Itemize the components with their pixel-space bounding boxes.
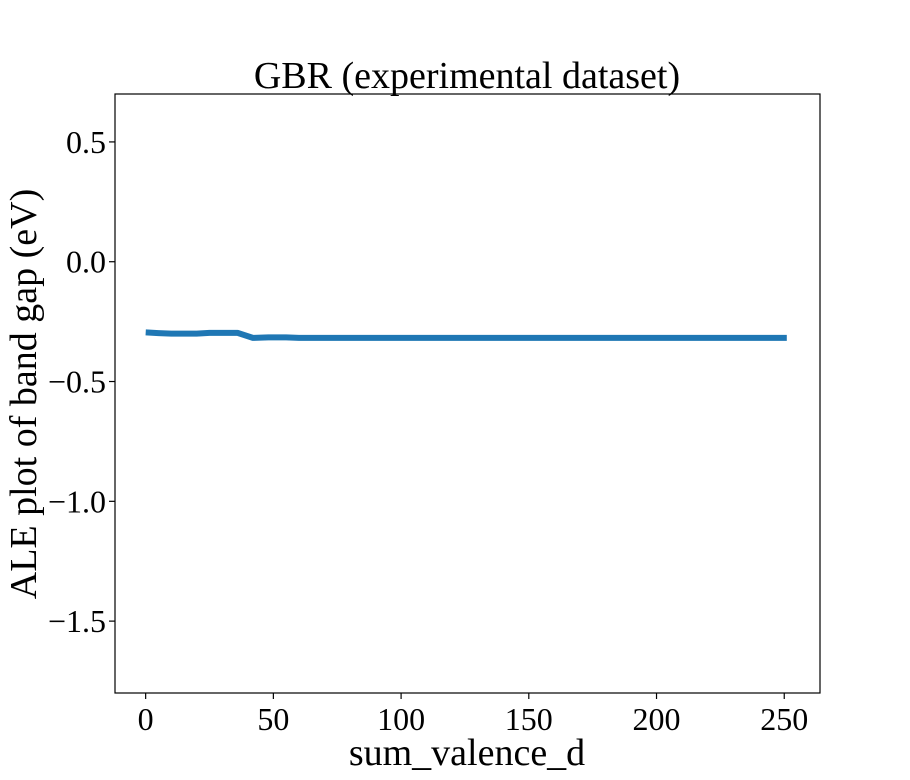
y-tick-label: 0.5 [66,124,106,160]
y-tick-label: −0.5 [48,364,106,400]
plot-area [114,93,821,694]
x-tick-label: 100 [377,701,425,737]
x-tick-label: 200 [633,701,681,737]
x-tick-label: 50 [257,701,289,737]
chart-title: GBR (experimental dataset) [254,55,680,97]
x-tick-label: 150 [505,701,553,737]
y-axis-ticks: 0.5 0.0 −0.5 −1.0 −1.5 [48,124,115,639]
y-tick-label: −1.5 [48,603,106,639]
y-tick-label: −1.0 [48,483,106,519]
x-axis-label: sum_valence_d [349,732,585,774]
plot-frame [114,93,821,694]
series-line-0 [145,329,787,341]
x-tick-label: 0 [138,701,154,737]
x-axis-ticks: 0 50 100 150 200 250 [138,693,808,737]
y-axis-label: ALE plot of band gap (eV) [3,189,45,600]
y-tick-label: 0.0 [66,244,106,280]
x-tick-label: 250 [760,701,808,737]
